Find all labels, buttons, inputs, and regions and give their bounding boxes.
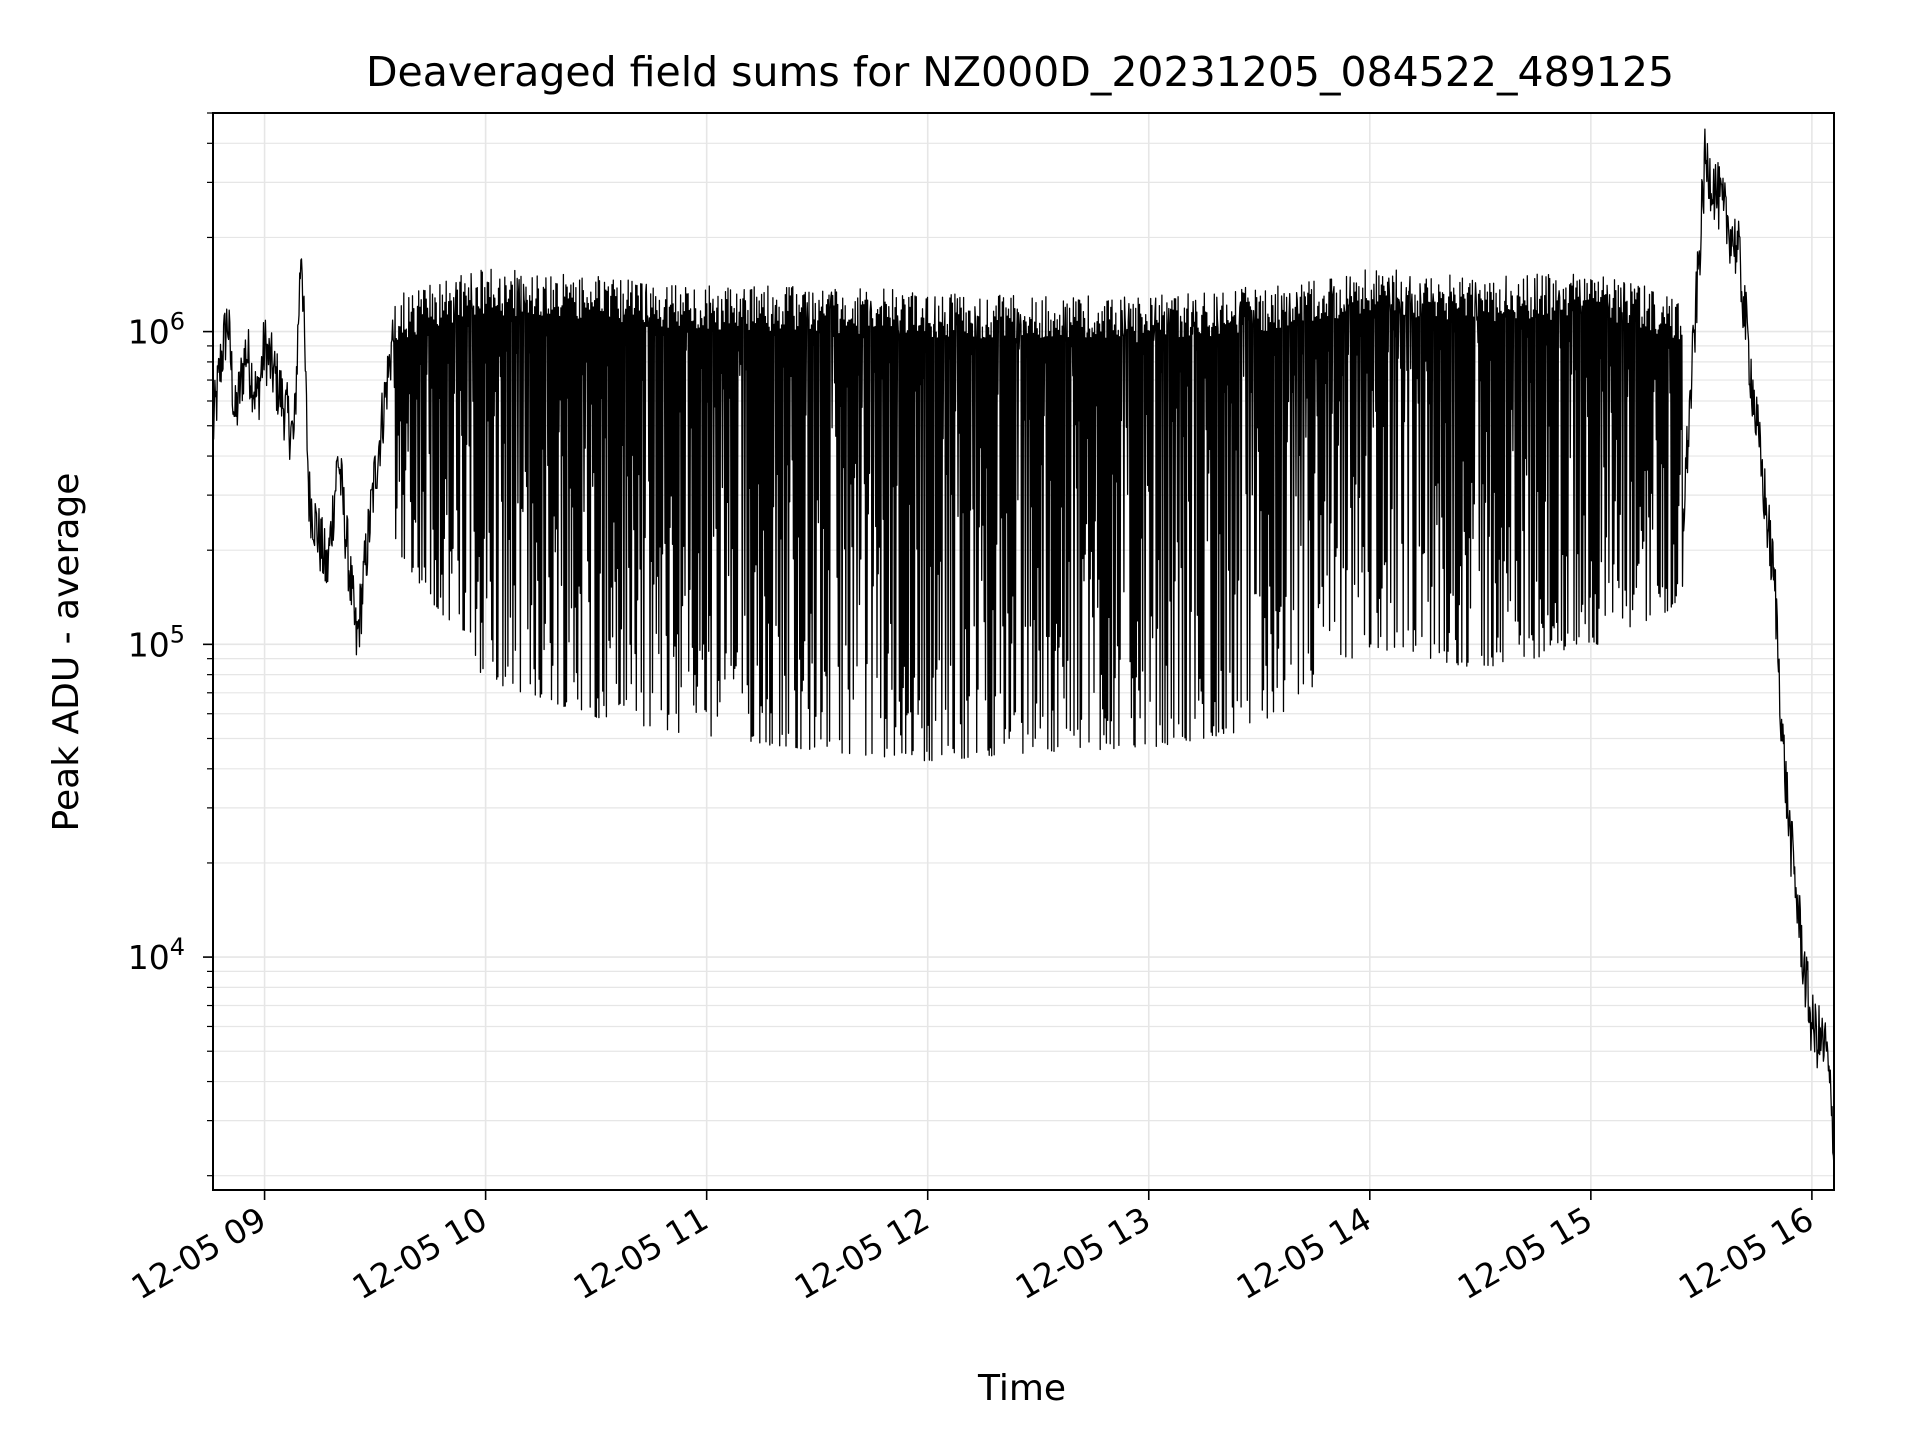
y-tick-exponent: 5 — [170, 620, 185, 648]
x-axis-label: Time — [977, 1368, 1066, 1409]
y-tick-label: 106 — [128, 308, 185, 352]
x-tick-label: 12-05 12 — [788, 1199, 936, 1307]
y-tick-base: 10 — [128, 313, 170, 352]
x-tick-label: 12-05 15 — [1451, 1199, 1599, 1307]
y-tick-exponent: 4 — [170, 933, 185, 961]
y-tick-label: 104 — [128, 933, 185, 977]
series-line — [212, 128, 1835, 1168]
chart-title: Deaveraged field sums for NZ000D_2023120… — [366, 48, 1674, 96]
y-axis-label: Peak ADU - average — [46, 473, 87, 832]
x-tick-label: 12-05 13 — [1009, 1199, 1157, 1307]
plot-frame — [212, 112, 1835, 1191]
x-tick-label: 12-05 16 — [1672, 1199, 1820, 1307]
x-tick-label: 12-05 09 — [125, 1199, 273, 1307]
y-tick-base: 10 — [128, 625, 170, 664]
x-tick-label: 12-05 10 — [346, 1199, 494, 1307]
x-tick-label: 12-05 11 — [567, 1199, 715, 1307]
y-tick-exponent: 6 — [170, 308, 185, 336]
x-tick-label: 12-05 14 — [1230, 1199, 1378, 1307]
y-tick-base: 10 — [128, 938, 170, 977]
y-tick-label: 105 — [128, 620, 185, 664]
x-axis: 12-05 09 12-05 10 12-05 11 12-05 12 12-05 13… — [125, 1190, 1820, 1307]
